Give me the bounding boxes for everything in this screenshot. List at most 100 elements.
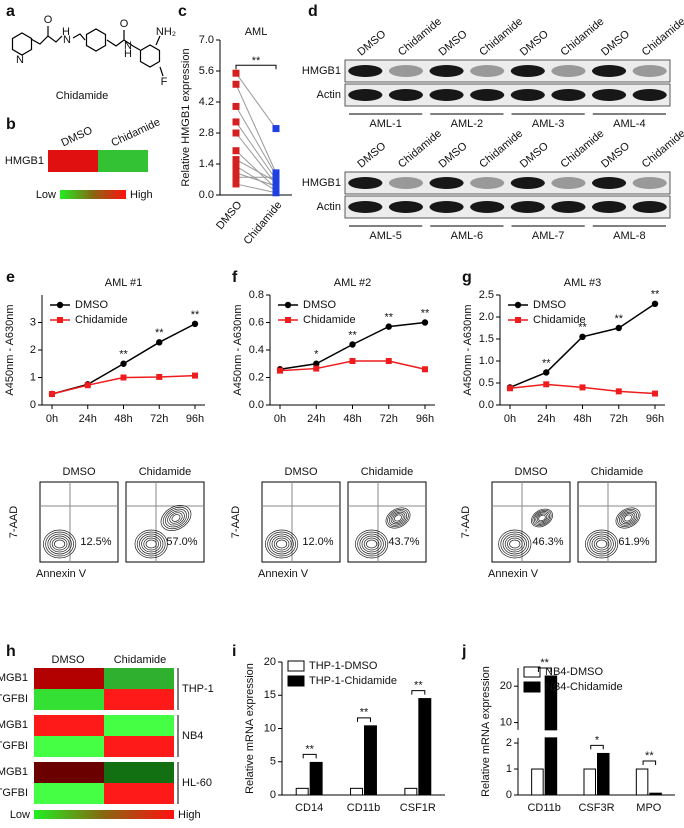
contour [271,535,292,553]
band [510,65,545,77]
row-label: HMGB1 [0,672,28,684]
contour [160,505,192,531]
significance-bracket [357,717,371,722]
y-tick-label: 0 [506,789,512,801]
flow-ylabel: 7-AAD [230,506,242,538]
atom-label: N [63,34,71,46]
x-tick-label: 24h [307,413,325,425]
x-tick-label: MPO [636,802,662,814]
y-tick-label: 4.2 [199,96,214,108]
legend-swatch [287,660,305,672]
panel-label: i [232,643,236,660]
contour [532,509,552,527]
group-label: AML-2 [451,118,483,130]
flow-percent: 57.0% [166,536,197,548]
column-label: DMSO [59,124,94,149]
y-tick-label: 0.4 [249,344,264,356]
point [232,129,240,137]
contour [165,508,187,528]
contour [589,533,614,555]
flow-percent: 46.3% [532,536,563,548]
legend-label: DMSO [303,299,336,311]
significance: ** [305,743,314,755]
bar [309,761,323,796]
legend-swatch [523,681,541,693]
y-tick-label: 2 [30,344,36,356]
flow-frame [39,481,119,563]
band [510,201,545,213]
band [551,201,586,213]
y-tick-label: 1 [30,371,36,383]
group-label: AML-7 [532,230,564,242]
contour [169,512,183,524]
y-tick-label: 0.5 [479,377,494,389]
ring [139,44,161,68]
compound-name: Chidamide [56,90,109,102]
atom-label: H [62,26,70,38]
flow-ylabel: 7-AAD [8,506,20,538]
y-tick-label: 7.0 [199,34,214,46]
y-axis-label: Relative mRNA expression [244,663,256,794]
x-tick-label: 24h [79,413,97,425]
x-tick-label: 48h [573,413,591,425]
band [632,89,667,101]
contour [45,531,74,557]
y-tick-label: 20 [264,656,276,668]
panel-label: h [6,643,16,660]
band [592,65,627,77]
group-label: THP-1 [182,683,214,695]
legend-label: Chidamide [303,314,356,326]
blot-row-label: HMGB1 [302,177,341,189]
significance: ** [252,55,261,67]
lane-label: Chidamide [396,128,444,171]
bar [418,698,432,796]
contour [273,537,290,551]
x-tick-label: CD11b [527,802,560,814]
atom-label: O [44,14,53,26]
pair-line [235,121,277,180]
panel-label: d [308,3,318,20]
lane-label: Chidamide [477,16,525,59]
significance: * [595,734,600,746]
band [470,89,505,101]
contour [49,535,70,553]
contour [620,511,636,525]
blot-strip [344,171,671,195]
contour [618,510,638,526]
bar [544,737,558,796]
lane-label: DMSO [518,28,551,59]
marker [385,323,392,330]
contour [509,539,521,549]
x-tick-label: 72h [610,413,628,425]
marker [422,366,428,373]
panel-label: j [461,643,466,660]
flow-percent: 12.5% [80,536,111,548]
band [551,65,586,77]
significance: * [314,349,319,361]
color-scale [60,190,126,199]
flow-xlabel: Annexin V [36,568,87,580]
lane-label: Chidamide [640,128,684,171]
row-label: HMGB1 [0,719,28,731]
blot-row-label: HMGB1 [302,65,341,77]
contour [392,513,404,523]
significance: ** [614,313,623,325]
contour [359,533,384,555]
lane-label: Chidamide [396,16,444,59]
band [632,65,667,77]
marker [514,301,522,309]
band [470,201,505,213]
contour [265,529,299,559]
contour [538,514,546,522]
column-label: DMSO [52,654,85,666]
y-axis-label: A450nm - A630nm [232,304,244,395]
band [429,177,464,189]
contour [136,531,166,557]
marker [385,358,392,364]
contour [593,537,610,551]
contour [388,510,408,526]
significance: ** [540,657,549,669]
band [429,89,464,101]
group-label: AML-8 [613,230,645,242]
pair-line [235,183,277,194]
